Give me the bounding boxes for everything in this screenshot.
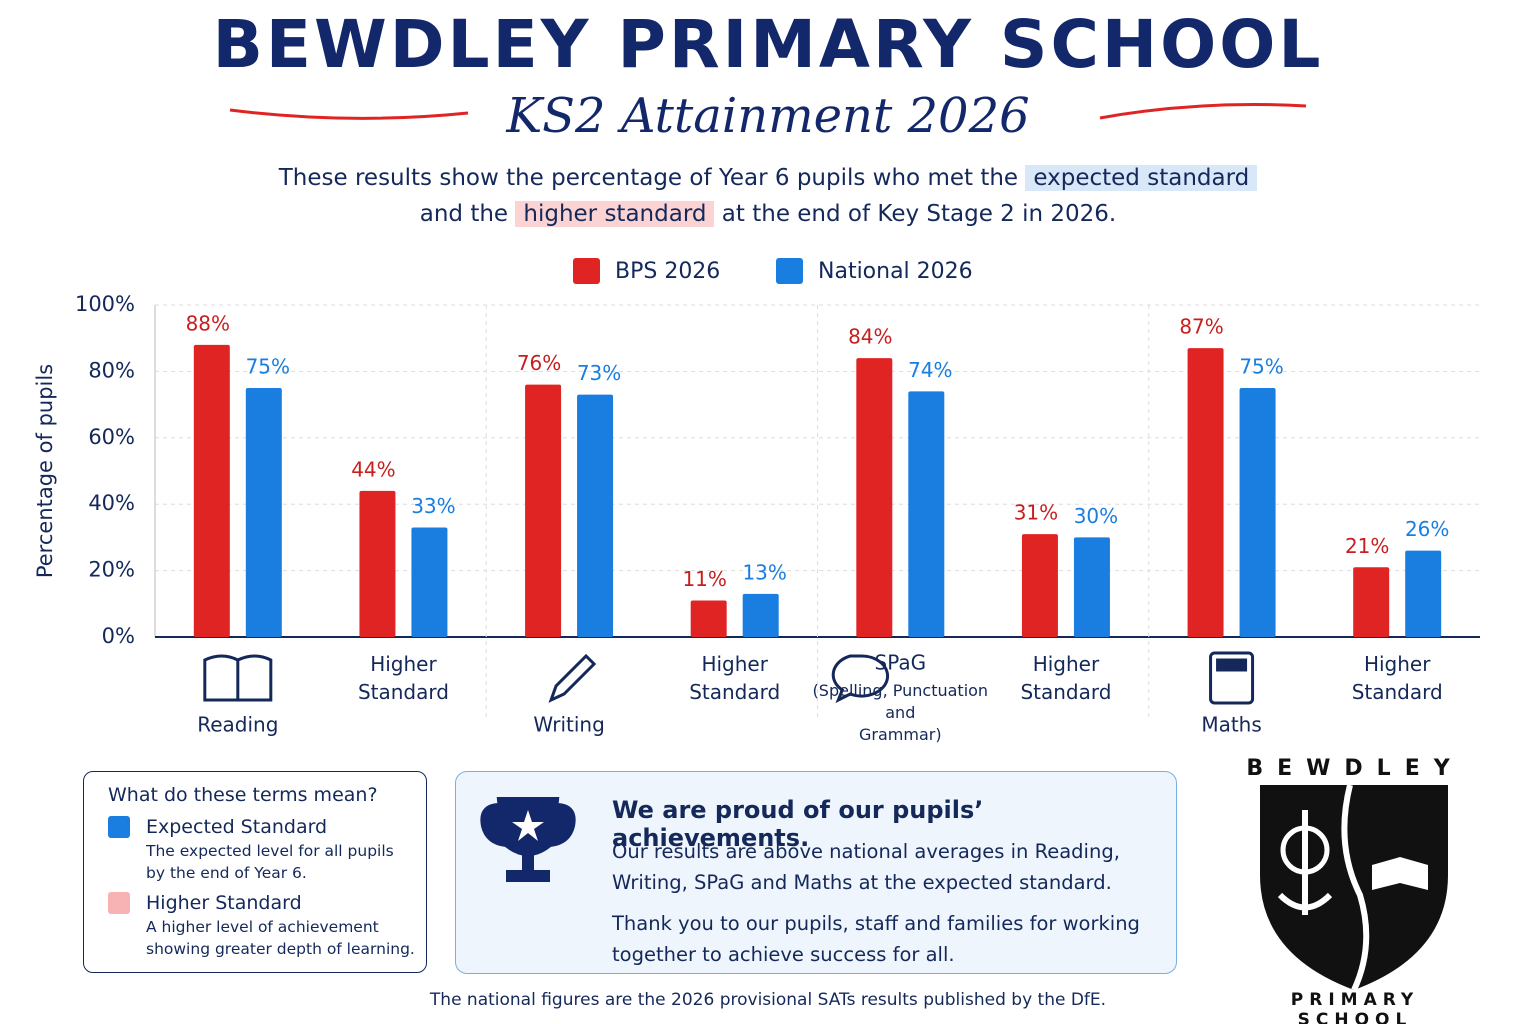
bar	[690, 600, 727, 637]
highlight: expected standard	[1025, 165, 1258, 191]
proud-text: Thank you to our pupils, staff and famil…	[612, 912, 1140, 966]
term-swatch	[108, 892, 130, 914]
legend-swatch	[573, 258, 600, 284]
bar	[1021, 534, 1058, 637]
data-label: 88%	[186, 311, 230, 335]
data-label: 75%	[246, 355, 290, 379]
term-text: A higher level of achievement showing gr…	[146, 918, 415, 958]
intro-text: at the end of Key Stage 2 in 2026.	[721, 201, 1117, 227]
title: BEWDLEY PRIMARY SCHOOL	[212, 6, 1324, 83]
term-swatch	[108, 816, 130, 838]
bar	[742, 593, 779, 637]
data-label: 21%	[1345, 534, 1389, 558]
book-icon	[203, 654, 273, 702]
x-tick-label: Higher Standard	[358, 652, 449, 704]
y-tick-label: 20%	[88, 558, 135, 582]
calculator-icon	[1209, 651, 1255, 705]
data-label: 30%	[1074, 504, 1118, 528]
y-tick-label: 60%	[88, 425, 135, 449]
icons	[203, 651, 1255, 705]
highlight: higher standard	[515, 201, 715, 227]
logo-bottom: PRIMARY SCHOOL	[1290, 990, 1420, 1024]
terms-title: What do these terms mean?	[108, 784, 378, 806]
y-tick-label: 40%	[88, 491, 135, 515]
data-label: 13%	[742, 560, 786, 584]
x-tick-label: Higher Standard	[1020, 652, 1111, 704]
footer: The national figures are the 2026 provis…	[429, 990, 1107, 1010]
term-name: Higher Standard	[146, 892, 302, 914]
data-label: 26%	[1405, 517, 1449, 541]
data-label: 84%	[848, 325, 892, 349]
bar	[1353, 567, 1390, 637]
intro: These results show the percentage of Yea…	[0, 160, 1536, 232]
terms-box: What do these terms mean? Expected Stand…	[83, 771, 427, 973]
bar	[245, 388, 282, 637]
proud-text: Our results are above national averages …	[612, 840, 1120, 894]
speech-icon	[831, 654, 890, 704]
bar	[359, 490, 396, 637]
bar	[411, 527, 448, 637]
proud-heading: We are proud of our pupils’ achievements…	[612, 796, 984, 852]
proud-box: We are proud of our pupils’ achievements…	[455, 771, 1177, 974]
calculator-screen	[1216, 658, 1248, 672]
bar	[908, 391, 945, 637]
x-tick-label: Maths	[1201, 713, 1261, 737]
data-label: 31%	[1014, 501, 1058, 525]
y-tick-label: 80%	[88, 358, 135, 382]
bar	[856, 358, 893, 637]
bar	[1073, 537, 1110, 637]
bar	[577, 394, 614, 637]
y-axis-label: Percentage of pupils	[33, 364, 57, 578]
y-tick-label: 100%	[75, 292, 135, 316]
data-label: 73%	[577, 361, 621, 385]
bar	[1239, 388, 1276, 637]
term-name: Expected Standard	[146, 816, 328, 838]
bar	[1187, 348, 1224, 637]
bar	[525, 384, 562, 637]
intro-text: These results show the percentage of Yea…	[278, 165, 1019, 191]
x-tick-label: Writing	[533, 713, 604, 737]
x-tick-label: Higher Standard	[689, 652, 780, 704]
legend-swatch	[776, 258, 803, 284]
x-tick-label: Higher Standard	[1352, 652, 1443, 704]
x-tick-detail: (Spelling, Punctuation and Grammar)	[813, 681, 989, 744]
trophy-icon	[480, 797, 576, 882]
data-label: 74%	[908, 358, 952, 382]
x-tick-label: Reading	[197, 713, 278, 737]
data-label: 44%	[351, 457, 395, 481]
data-label: 87%	[1179, 315, 1223, 339]
x-tick-label: SPaG	[875, 651, 927, 675]
logo-shield	[1260, 784, 1448, 992]
data-label: 11%	[682, 567, 726, 591]
logo-top: BEWDLEY	[1246, 756, 1464, 781]
subtitle: KS2 Attainment 2026	[506, 88, 1030, 144]
legend-label: BPS 2026	[615, 259, 720, 284]
intro-text: and the	[419, 201, 509, 227]
legend-label: National 2026	[818, 259, 973, 284]
term-text: The expected level for all pupils by the…	[146, 842, 394, 882]
decor-line	[229, 108, 469, 120]
data-label: 75%	[1239, 355, 1283, 379]
data-label: 76%	[517, 351, 561, 375]
bar	[1405, 550, 1442, 637]
data-label: 33%	[411, 494, 455, 518]
bar	[193, 344, 230, 637]
pencil-icon	[548, 653, 597, 703]
decor-line	[1099, 103, 1307, 120]
y-tick-label: 0%	[102, 624, 135, 648]
